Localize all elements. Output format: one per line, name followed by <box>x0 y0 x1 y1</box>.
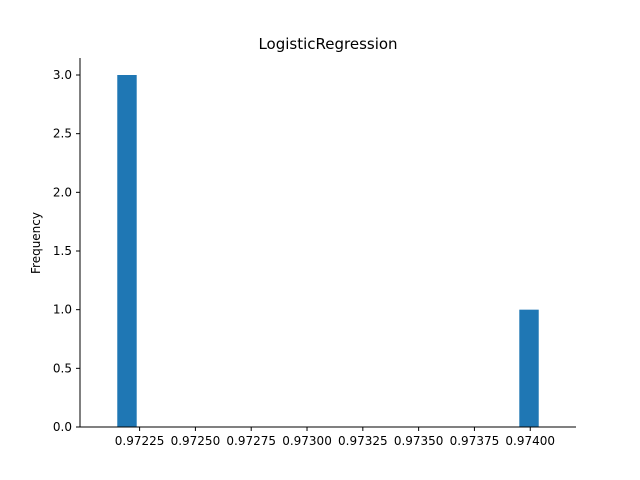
y-tick-label: 2.5 <box>53 127 72 141</box>
y-axis-title: Frequency <box>29 212 43 274</box>
y-tick-label: 0.0 <box>53 420 72 434</box>
x-tick-label: 0.97300 <box>282 434 332 448</box>
chart-title: LogisticRegression <box>258 35 397 53</box>
bars-group <box>117 75 539 427</box>
x-tick-label: 0.97250 <box>171 434 221 448</box>
x-tick-label: 0.97275 <box>226 434 276 448</box>
x-tick-label: 0.97325 <box>338 434 388 448</box>
x-tick-label: 0.97400 <box>505 434 555 448</box>
y-tick-label: 3.0 <box>53 68 72 82</box>
y-tick-label: 1.0 <box>53 303 72 317</box>
y-tick-label: 2.0 <box>53 185 72 199</box>
histogram-bar <box>519 309 539 427</box>
x-tick-label: 0.97375 <box>450 434 500 448</box>
x-tick-label: 0.97225 <box>115 434 165 448</box>
y-axis-ticks: 0.0 0.5 1.0 1.5 2.0 2.5 3.0 <box>53 68 80 434</box>
y-tick-label: 1.5 <box>53 244 72 258</box>
x-tick-label: 0.97350 <box>394 434 444 448</box>
histogram-bar <box>117 75 137 427</box>
x-axis-ticks: 0.97225 0.97250 0.97275 0.97300 0.97325 0.973… <box>115 427 555 448</box>
y-tick-label: 0.5 <box>53 361 72 375</box>
